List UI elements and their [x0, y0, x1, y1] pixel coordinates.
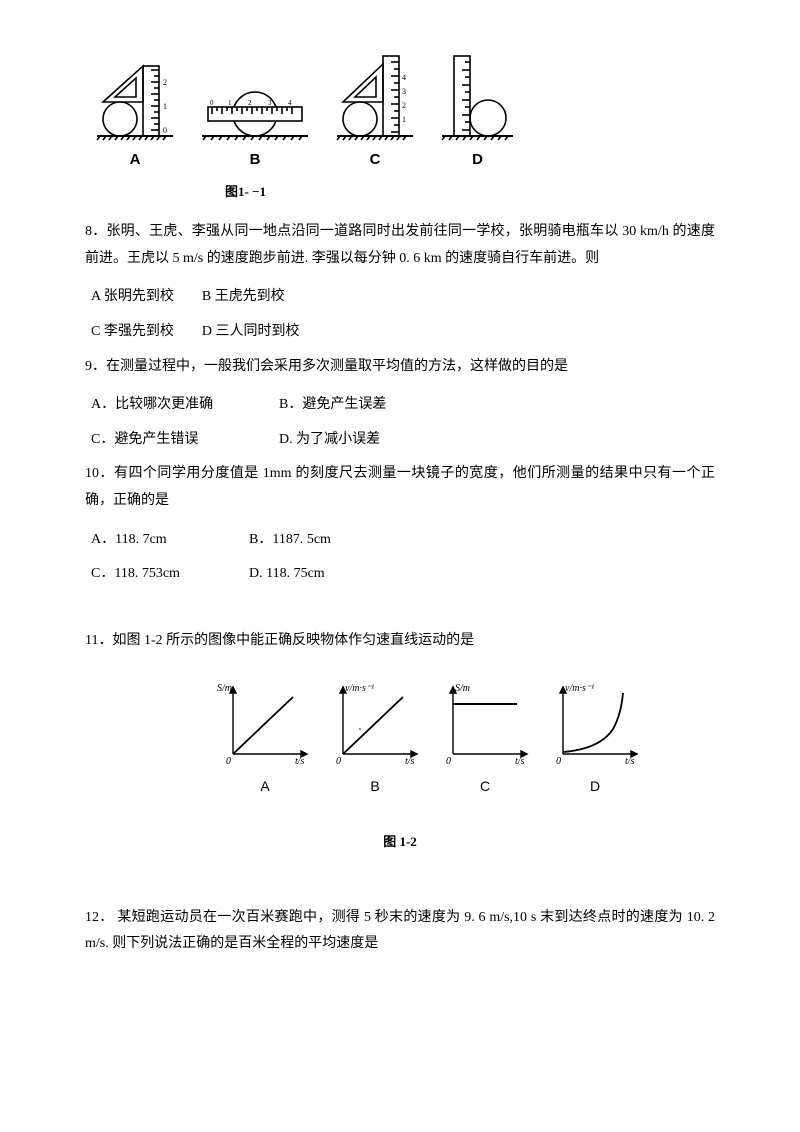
svg-text:0: 0: [210, 99, 214, 107]
gc-ylabel: S/m: [455, 683, 470, 694]
question-10: 10．有四个同学用分度值是 1mm 的刻度尺去测量一块镜子的宽度，他们所测量的结…: [85, 461, 715, 514]
ga-ylabel: S/m: [217, 683, 232, 694]
figure-1-b-label: B: [250, 146, 261, 175]
q10-options-1: A．118. 7cm B．1187. 5cm: [85, 527, 715, 554]
gd-origin: 0: [556, 756, 561, 767]
gb-xlabel: t/s: [405, 756, 415, 767]
gb-ylabel: v/m·s⁻¹: [345, 683, 374, 694]
question-11: 11．如图 1-2 所示的图像中能正确反映物体作匀速直线运动的是: [85, 628, 715, 655]
figure-2-caption: 图 1-2: [85, 830, 715, 855]
graph-d: v/m·s⁻¹ 0 t/s D: [545, 679, 645, 800]
question-9: 9．在测量过程中，一般我们会采用多次测量取平均值的方法，这样做的目的是: [85, 354, 715, 381]
gd-xlabel: t/s: [625, 756, 635, 767]
ga-xlabel: t/s: [295, 756, 305, 767]
graph-b-label: B: [370, 773, 379, 800]
gc-xlabel: t/s: [515, 756, 525, 767]
q10-options-2: C．118. 753cm D. 118. 75cm: [85, 561, 715, 588]
diagram-c-svg: 1 2 3 4: [335, 50, 415, 142]
figure-2-row: S/m 0 t/s A v/m·s⁻¹ 0 t/s B: [145, 679, 715, 800]
figure-1-a: 0 1 2 A: [95, 60, 175, 175]
q8-opt-b: B 王虎先到校: [202, 284, 285, 311]
svg-text:4: 4: [288, 99, 292, 107]
q10-opt-c: C．118. 753cm: [91, 561, 221, 588]
graph-b-svg: v/m·s⁻¹ 0 t/s: [325, 679, 425, 769]
q10-opt-d: D. 118. 75cm: [249, 561, 325, 588]
figure-1-c: 1 2 3 4 C: [335, 50, 415, 175]
q8-options-1: A 张明先到校 B 王虎先到校: [85, 284, 715, 311]
svg-text:0: 0: [163, 126, 167, 135]
figure-1-c-label: C: [370, 146, 381, 175]
q10-opt-a: A．118. 7cm: [91, 527, 221, 554]
q9-opt-c: C．避免产生错误: [91, 427, 251, 454]
q8-opt-d: D 三人同时到校: [202, 319, 300, 346]
gc-origin: 0: [446, 756, 451, 767]
question-12: 12． 某短跑运动员在一次百米赛跑中，测得 5 秒末的速度为 9. 6 m/s,…: [85, 905, 715, 958]
figure-1-a-label: A: [130, 146, 141, 175]
graph-d-svg: v/m·s⁻¹ 0 t/s: [545, 679, 645, 769]
graph-b: v/m·s⁻¹ 0 t/s B: [325, 679, 425, 800]
graph-c: S/m 0 t/s C: [435, 679, 535, 800]
diagram-a-svg: 0 1 2: [95, 60, 175, 142]
svg-text:3: 3: [402, 87, 406, 96]
svg-text:2: 2: [402, 101, 406, 110]
graph-c-svg: S/m 0 t/s: [435, 679, 535, 769]
q10-opt-b: B．1187. 5cm: [249, 527, 331, 554]
figure-1-row: 0 1 2 A: [85, 50, 715, 175]
q8-opt-c: C 李强先到校: [91, 319, 174, 346]
graph-a-label: A: [260, 773, 269, 800]
ga-origin: 0: [226, 756, 231, 767]
q9-opt-a: A．比较哪次更准确: [91, 392, 251, 419]
svg-text:4: 4: [402, 73, 406, 82]
gd-ylabel: v/m·s⁻¹: [565, 683, 594, 694]
q8-opt-a: A 张明先到校: [91, 284, 174, 311]
svg-text:1: 1: [163, 102, 167, 111]
svg-text:1: 1: [228, 99, 232, 107]
diagram-b-svg: 0 1 2 3 4: [200, 80, 310, 142]
figure-1-d: D: [440, 50, 515, 175]
graph-c-label: C: [480, 773, 490, 800]
gb-origin: 0: [336, 756, 341, 767]
page: 0 1 2 A: [0, 0, 800, 1132]
figure-1-caption: 图1- −1: [85, 180, 715, 205]
q8-options-2: C 李强先到校 D 三人同时到校: [85, 319, 715, 346]
q9-options-2: C．避免产生错误 D. 为了减小误差: [85, 427, 715, 454]
diagram-d-svg: [440, 50, 515, 142]
q9-options-1: A．比较哪次更准确 B．避免产生误差: [85, 392, 715, 419]
svg-text:1: 1: [402, 115, 406, 124]
question-8: 8．张明、王虎、李强从同一地点沿同一道路同时出发前往同一学校，张明骑电瓶车以 3…: [85, 219, 715, 272]
svg-text:3: 3: [268, 99, 272, 107]
q9-opt-b: B．避免产生误差: [279, 392, 386, 419]
q9-opt-d: D. 为了减小误差: [279, 427, 380, 454]
graph-a-svg: S/m 0 t/s: [215, 679, 315, 769]
svg-text:2: 2: [248, 99, 252, 107]
graph-a: S/m 0 t/s A: [215, 679, 315, 800]
figure-1-d-label: D: [472, 146, 483, 175]
figure-1-b: 0 1 2 3 4 B: [200, 80, 310, 175]
graph-d-label: D: [590, 773, 600, 800]
svg-text:2: 2: [163, 78, 167, 87]
